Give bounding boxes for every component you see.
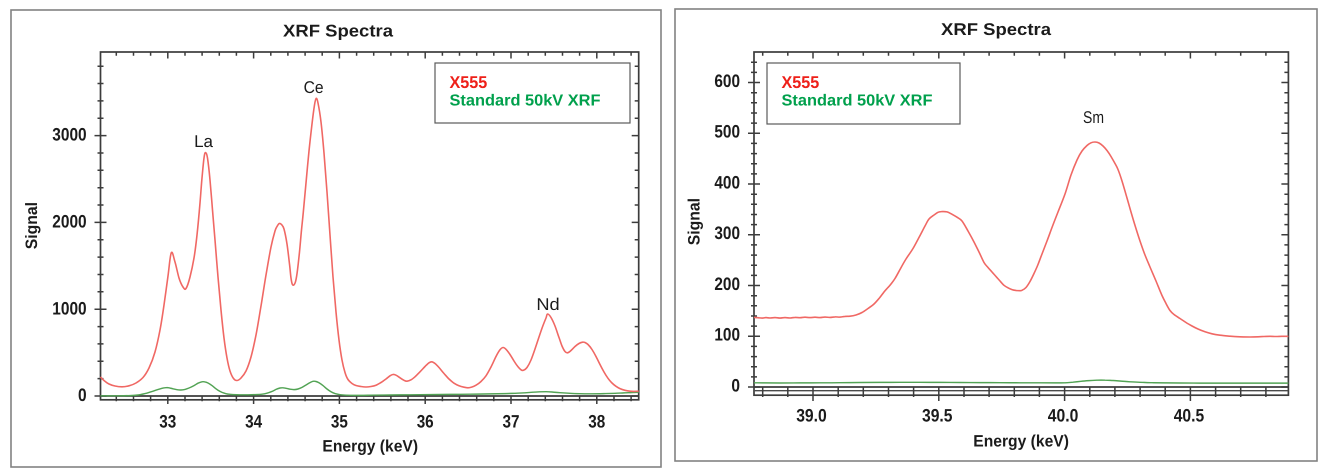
svg-text:0: 0 [731, 375, 740, 395]
svg-text:Signal: Signal [685, 198, 703, 245]
svg-text:X555: X555 [782, 73, 820, 92]
svg-text:35: 35 [331, 412, 348, 432]
svg-text:39.0: 39.0 [796, 405, 827, 425]
svg-text:2000: 2000 [52, 212, 86, 232]
svg-text:37: 37 [503, 412, 520, 432]
svg-text:1000: 1000 [52, 298, 86, 318]
svg-text:La: La [194, 132, 213, 151]
svg-text:39.5: 39.5 [922, 405, 953, 425]
svg-text:100: 100 [714, 325, 740, 345]
svg-text:200: 200 [714, 274, 740, 294]
svg-text:40.0: 40.0 [1048, 405, 1079, 425]
svg-text:36: 36 [417, 412, 434, 432]
svg-text:3000: 3000 [52, 125, 86, 145]
svg-text:38: 38 [588, 412, 605, 432]
svg-text:Nd: Nd [536, 295, 559, 314]
svg-text:XRF Spectra: XRF Spectra [283, 21, 394, 40]
svg-text:40.5: 40.5 [1174, 405, 1205, 425]
svg-text:X555: X555 [450, 73, 488, 92]
svg-text:Energy (keV): Energy (keV) [322, 438, 418, 456]
svg-text:Signal: Signal [23, 202, 41, 249]
svg-text:Standard 50kV XRF: Standard 50kV XRF [450, 93, 601, 110]
svg-text:600: 600 [714, 71, 740, 91]
svg-text:Sm: Sm [1083, 108, 1104, 127]
svg-text:500: 500 [714, 122, 740, 142]
svg-text:0: 0 [78, 385, 87, 405]
svg-text:34: 34 [245, 412, 262, 432]
svg-text:Ce: Ce [304, 78, 324, 97]
svg-text:33: 33 [159, 412, 176, 432]
svg-text:300: 300 [714, 223, 740, 243]
svg-text:Energy (keV): Energy (keV) [973, 433, 1069, 451]
svg-text:400: 400 [714, 172, 740, 192]
svg-text:Standard 50kV XRF: Standard 50kV XRF [782, 93, 933, 110]
svg-text:XRF Spectra: XRF Spectra [941, 20, 1052, 39]
